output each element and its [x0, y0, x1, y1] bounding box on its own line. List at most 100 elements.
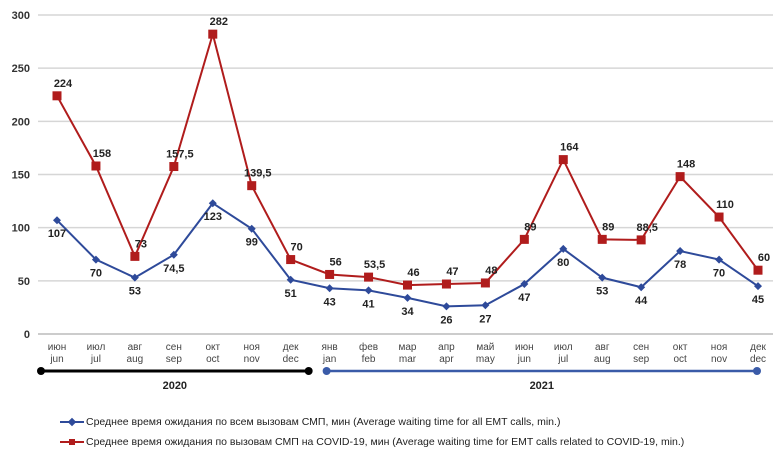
data-label: 70 — [90, 268, 102, 280]
data-point-square — [636, 235, 646, 245]
data-point-diamond — [559, 244, 568, 253]
x-tick-label-en: aug — [127, 354, 144, 365]
x-tick-label-en: sep — [633, 354, 650, 365]
data-label: 47 — [446, 266, 458, 278]
legend-item-all-calls: Среднее время ожидания по всем вызовам С… — [60, 412, 684, 432]
year-timeline: 2020 2021 — [37, 367, 761, 392]
data-point-diamond — [91, 255, 100, 264]
data-label: 139,5 — [244, 168, 272, 180]
x-tick-label-en: jan — [322, 354, 336, 365]
x-tick-label-en: jul — [90, 354, 101, 365]
data-point-diamond — [130, 273, 139, 282]
x-tick-label-en: nov — [711, 354, 727, 365]
data-label: 157,5 — [166, 149, 194, 161]
data-point-square — [169, 162, 179, 172]
data-label: 164 — [560, 142, 579, 154]
data-point-diamond — [637, 283, 646, 292]
data-point-square — [519, 234, 529, 244]
x-tick-label-en: jun — [517, 354, 531, 365]
x-tick-label-en: dec — [283, 354, 299, 365]
legend-label: Среднее время ожидания по вызовам СМП на… — [86, 436, 685, 448]
data-point-diamond — [598, 273, 607, 282]
legend-item-covid-calls: Среднее время ожидания по вызовам СМП на… — [60, 432, 684, 452]
data-point-diamond — [208, 199, 217, 208]
x-tick-label-en: mar — [399, 354, 417, 365]
x-tick-label-ru: янв — [321, 342, 337, 353]
x-tick-label-ru: фев — [359, 341, 378, 353]
data-label: 44 — [635, 295, 648, 307]
data-point-square — [675, 172, 685, 182]
data-label: 80 — [557, 257, 569, 269]
data-label: 148 — [677, 159, 695, 171]
series-group — [52, 29, 763, 311]
x-tick-label-ru: мар — [399, 342, 417, 353]
data-label: 70 — [713, 268, 725, 280]
data-point-diamond — [247, 224, 256, 233]
y-tick-label: 300 — [12, 10, 30, 22]
year-label: 2020 — [163, 380, 187, 392]
x-tick-label-ru: окт — [673, 342, 688, 353]
y-tick-label: 100 — [12, 223, 30, 235]
data-label: 110 — [716, 199, 734, 211]
data-label: 123 — [204, 211, 222, 223]
data-point-square — [52, 91, 62, 101]
y-tick-label: 50 — [18, 276, 30, 288]
data-point-square — [753, 265, 763, 275]
gridlines — [38, 14, 773, 335]
data-point-square — [714, 212, 724, 222]
x-tick-label-en: nov — [244, 354, 260, 365]
x-tick-label-ru: июн — [48, 342, 67, 353]
data-point-diamond — [286, 275, 295, 284]
x-tick-label-ru: июн — [515, 342, 534, 353]
x-tick-label-ru: дек — [283, 342, 299, 353]
x-tick-label-ru: авг — [128, 342, 143, 353]
x-tick-label-ru: апр — [438, 342, 455, 353]
data-label: 56 — [329, 256, 341, 268]
data-point-diamond — [403, 293, 412, 302]
legend-swatch-blue-diamond — [60, 417, 84, 427]
year-bar-end — [304, 367, 313, 375]
x-tick-label-ru: июл — [554, 342, 573, 353]
legend: Среднее время ожидания по всем вызовам С… — [60, 412, 684, 452]
year-bar-start — [37, 367, 45, 375]
data-label: 47 — [518, 292, 530, 304]
data-point-square — [325, 269, 335, 279]
x-tick-label-ru: дек — [750, 342, 766, 353]
data-point-diamond — [754, 282, 762, 291]
data-label: 34 — [401, 306, 414, 318]
data-label: 89 — [602, 221, 614, 233]
legend-swatch-red-square — [60, 437, 84, 447]
data-point-square — [597, 234, 607, 244]
data-point-diamond — [676, 247, 685, 256]
x-tick-label-ru: сен — [633, 342, 649, 353]
x-tick-label-ru: май — [476, 342, 494, 353]
data-label: 41 — [362, 298, 374, 310]
data-label: 43 — [323, 296, 335, 308]
data-point-diamond — [442, 302, 451, 311]
data-point-square — [91, 161, 101, 171]
data-label: 48 — [485, 265, 497, 277]
x-tick-label-en: oct — [673, 354, 687, 365]
year-bar-end — [753, 367, 761, 375]
data-point-diamond — [481, 301, 490, 310]
data-label: 88,5 — [636, 222, 657, 234]
data-point-diamond — [53, 216, 61, 225]
data-label: 73 — [135, 238, 147, 250]
series-line-0 — [56, 201, 759, 308]
x-tick-label-en: jul — [557, 354, 568, 365]
data-point-diamond — [520, 280, 529, 289]
data-point-square — [286, 255, 296, 265]
data-label: 46 — [407, 267, 419, 279]
data-label: 27 — [479, 313, 491, 325]
data-label: 53 — [129, 286, 141, 298]
data-label: 70 — [291, 242, 303, 254]
x-tick-label-en: oct — [206, 354, 220, 365]
x-tick-label-en: jun — [49, 354, 63, 365]
x-tick-label-ru: ноя — [711, 342, 728, 353]
data-point-square — [208, 29, 218, 39]
year-label: 2021 — [530, 380, 554, 392]
data-point-square — [403, 280, 412, 290]
data-label: 89 — [524, 221, 536, 233]
x-tick-label-ru: окт — [205, 342, 220, 353]
